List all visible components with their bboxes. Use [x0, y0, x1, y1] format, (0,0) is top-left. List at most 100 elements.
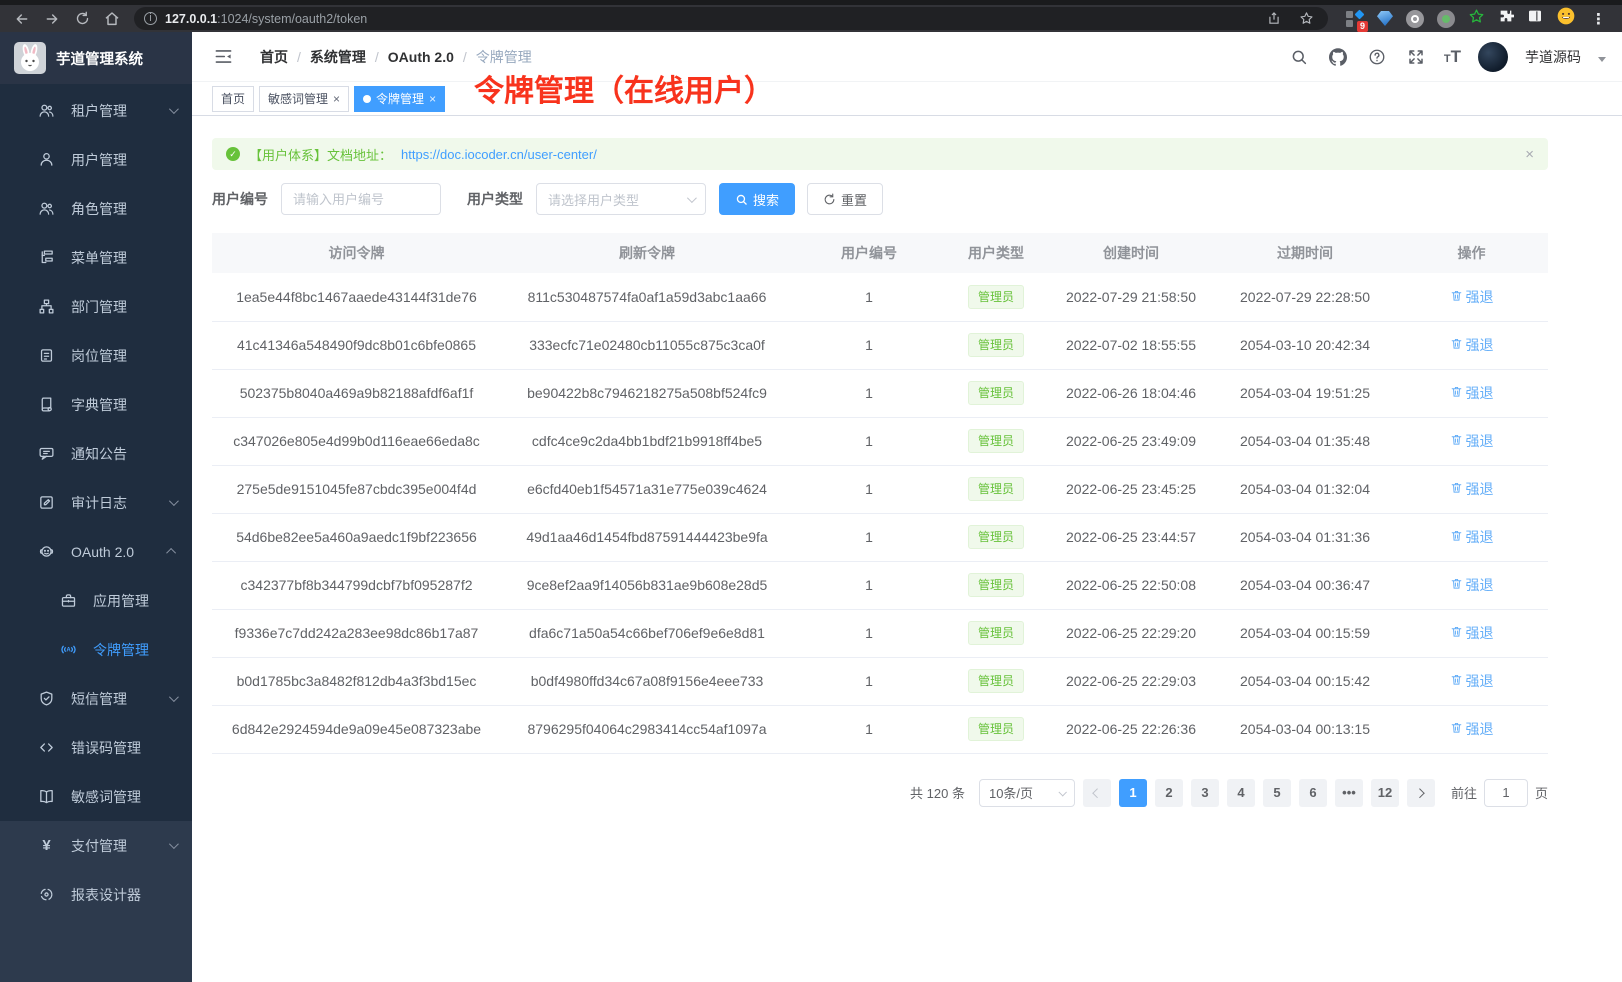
sidebar-item-15[interactable]: ¥ 支付管理: [0, 821, 192, 870]
action-cell: 强退: [1395, 705, 1548, 754]
alert-text: 【用户体系】文档地址：: [249, 147, 393, 163]
sidebar-item-6[interactable]: 字典管理: [0, 380, 192, 429]
browser-reload-icon[interactable]: [70, 8, 94, 30]
payment-icon: ¥: [42, 837, 51, 854]
app-logo-row[interactable]: 芋道管理系统: [0, 32, 192, 84]
tab-0[interactable]: 首页: [212, 85, 255, 112]
sidebar-item-8[interactable]: 审计日志: [0, 478, 192, 527]
sidebar-item-10[interactable]: 应用管理: [0, 576, 192, 625]
user-menu-caret-icon[interactable]: [1598, 57, 1606, 62]
user-type-cell: 管理员: [945, 465, 1047, 514]
column-header: 刷新令牌: [501, 233, 793, 273]
page-button-6[interactable]: 6: [1298, 778, 1327, 807]
table-row-4: 275e5de9151045fe87cbdc395e004f4d e6cfd40e…: [212, 465, 1548, 514]
sidebar-item-0[interactable]: 租户管理: [0, 86, 192, 135]
help-icon[interactable]: [1366, 46, 1388, 68]
force-logout-button[interactable]: 强退: [1450, 527, 1494, 547]
breadcrumb-home[interactable]: 首页: [260, 48, 288, 65]
page-more-button[interactable]: •••: [1334, 778, 1363, 807]
profile-avatar-icon[interactable]: [1556, 6, 1576, 31]
trash-icon: [1450, 577, 1463, 593]
sidebar-item-3[interactable]: 菜单管理: [0, 233, 192, 282]
github-icon[interactable]: [1327, 46, 1349, 68]
create-time-cell: 2022-06-25 22:26:36: [1047, 705, 1215, 754]
extension-record-icon[interactable]: [1437, 9, 1455, 28]
breadcrumb-oauth[interactable]: OAuth 2.0: [387, 48, 454, 65]
fullscreen-icon[interactable]: [1405, 46, 1427, 68]
tab-2[interactable]: 令牌管理 ×: [354, 85, 446, 112]
side-panel-icon[interactable]: [1527, 8, 1543, 29]
page-button-3[interactable]: 3: [1190, 778, 1219, 807]
extension-gem-icon[interactable]: [1377, 11, 1393, 26]
sidebar-item-14[interactable]: 敏感词管理: [0, 772, 192, 821]
force-logout-button[interactable]: 强退: [1450, 479, 1494, 499]
site-info-icon[interactable]: i: [144, 12, 157, 25]
table-row-3: c347026e805e4d99b0d116eae66eda8c cdfc4ce9…: [212, 417, 1548, 466]
sidebar-item-2[interactable]: 角色管理: [0, 184, 192, 233]
force-logout-button[interactable]: 强退: [1450, 671, 1494, 691]
force-logout-button[interactable]: 强退: [1450, 431, 1494, 451]
search-button[interactable]: 搜索: [719, 183, 796, 215]
force-logout-button[interactable]: 强退: [1450, 575, 1494, 595]
reset-button[interactable]: 重置: [807, 183, 884, 215]
force-logout-button[interactable]: 强退: [1450, 335, 1494, 355]
force-logout-button[interactable]: 强退: [1450, 719, 1494, 739]
browser-home-icon[interactable]: [100, 8, 124, 30]
user-id-label: 用户编号: [212, 191, 268, 207]
share-icon[interactable]: [1262, 8, 1286, 30]
address-bar[interactable]: i 127.0.0.1:1024/system/oauth2/token: [134, 7, 1328, 30]
goto-page-input[interactable]: [1483, 778, 1528, 807]
force-logout-button[interactable]: 强退: [1450, 287, 1494, 307]
user-avatar[interactable]: [1478, 41, 1508, 72]
sidebar-item-13[interactable]: 错误码管理: [0, 723, 192, 772]
prev-page-button[interactable]: [1082, 778, 1111, 807]
user-type-badge: 管理员: [967, 717, 1024, 741]
tab-1[interactable]: 敏感词管理 ×: [259, 85, 350, 112]
user-type-select[interactable]: 请选择用户类型: [536, 183, 706, 215]
search-icon[interactable]: [1288, 46, 1310, 68]
collapse-sidebar-icon[interactable]: [208, 42, 238, 72]
page-button-1[interactable]: 1: [1118, 778, 1147, 807]
sidebar-item-1[interactable]: 用户管理: [0, 135, 192, 184]
sidebar-item-7[interactable]: 通知公告: [0, 429, 192, 478]
page-button-2[interactable]: 2: [1154, 778, 1183, 807]
extension-knot-icon[interactable]: [1406, 9, 1424, 28]
alert-close-icon[interactable]: ×: [1525, 145, 1534, 163]
tab-close-icon[interactable]: ×: [429, 91, 437, 106]
page-button-4[interactable]: 4: [1226, 778, 1255, 807]
table-row-8: b0d1785bc3a8482f812db4a3f3bd15ec b0df4980…: [212, 657, 1548, 706]
sidebar: 芋道管理系统 租户管理 用户管理 角色管理 菜单管理 部门管理 岗位管理 字典管理 通知公告审…: [0, 32, 192, 982]
sidebar-item-9[interactable]: OAuth 2.0: [0, 527, 192, 576]
extensions-puzzle-icon[interactable]: [1498, 8, 1515, 29]
user-type-label: 用户类型: [467, 191, 523, 207]
sidebar-item-11[interactable]: A 令牌管理: [0, 625, 192, 674]
browser-forward-icon[interactable]: [40, 8, 64, 30]
user-name[interactable]: 芋道源码: [1525, 48, 1581, 65]
refresh-token-cell: e6cfd40eb1f54571a31e775e039c4624: [501, 465, 793, 514]
bookmark-star-icon[interactable]: [1294, 8, 1318, 30]
sidebar-item-label: 应用管理: [93, 592, 149, 609]
sidebar-item-16[interactable]: 报表设计器: [0, 870, 192, 919]
breadcrumb-system[interactable]: 系统管理: [309, 48, 366, 65]
page-button-5[interactable]: 5: [1262, 778, 1291, 807]
url-path: :1024/system/oauth2/token: [217, 11, 368, 26]
extension-star-icon[interactable]: [1468, 8, 1485, 30]
browser-back-icon[interactable]: [10, 8, 34, 30]
browser-menu-icon[interactable]: ⋮: [1591, 10, 1606, 28]
force-logout-button[interactable]: 强退: [1450, 623, 1494, 643]
extension-grid-icon[interactable]: 9: [1346, 9, 1368, 32]
tab-close-icon[interactable]: ×: [333, 91, 341, 106]
force-logout-button[interactable]: 强退: [1450, 383, 1494, 403]
sidebar-item-12[interactable]: 短信管理: [0, 674, 192, 723]
alert-doc-link[interactable]: https://doc.iocoder.cn/user-center/: [401, 146, 597, 162]
sidebar-item-5[interactable]: 岗位管理: [0, 331, 192, 380]
user-id-input[interactable]: [281, 183, 441, 215]
create-time-cell: 2022-06-25 22:50:08: [1047, 561, 1215, 610]
next-page-button[interactable]: [1406, 778, 1435, 807]
page-size-select[interactable]: 10条/页: [978, 778, 1075, 807]
extensions-zone: 9 ⋮: [1342, 6, 1612, 32]
page-button-12[interactable]: 12: [1370, 778, 1399, 807]
sidebar-item-4[interactable]: 部门管理: [0, 282, 192, 331]
role-icon: [38, 200, 55, 217]
